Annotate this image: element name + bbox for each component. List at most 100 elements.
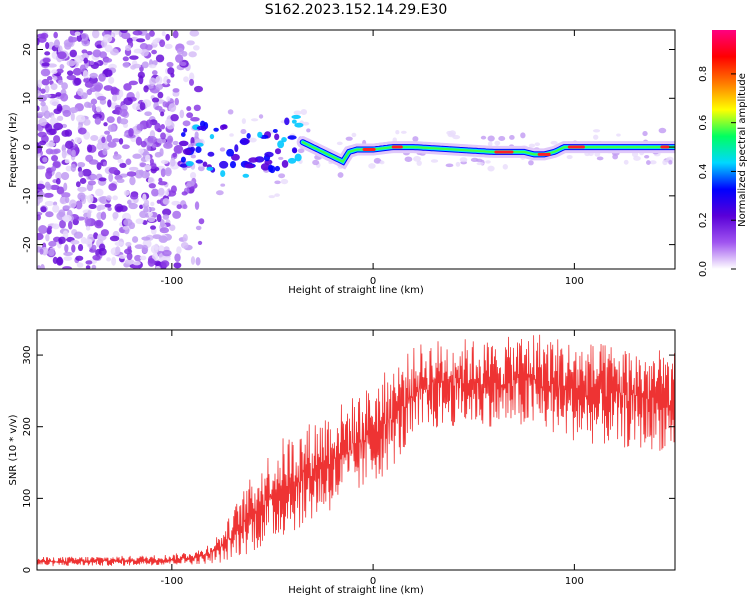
spectrogram-cell (96, 44, 102, 49)
snr-axes: -100 0 100 0 100 200 300 (22, 330, 675, 587)
x-tick-label: 0 (370, 276, 376, 287)
spectrogram-cell (248, 157, 259, 163)
spectrogram-cell (141, 244, 149, 254)
spectrogram-cell (123, 97, 133, 106)
spectrogram-cell (280, 178, 289, 185)
spectrogram-cell (257, 131, 263, 138)
spectrogram-cell (176, 204, 182, 210)
spectrogram-cell (139, 204, 144, 210)
spectrogram-cell (216, 190, 224, 196)
spectrogram-cell (59, 64, 65, 70)
spectrogram-cell (37, 112, 46, 117)
spectrogram-cell (68, 220, 73, 230)
spectrogram-cell (159, 39, 166, 48)
spectrogram-cell (58, 236, 66, 244)
spectrogram-cell (95, 220, 102, 227)
spectrogram-cell (94, 91, 101, 97)
spectrogram-cell (103, 57, 113, 63)
spectrogram-cell (157, 91, 164, 99)
spectrogram-cell (272, 128, 278, 133)
spectrogram-cell (176, 47, 184, 55)
spectrogram-cell (119, 162, 127, 169)
y-tick-label: -10 (22, 188, 33, 204)
spectrogram-cell (148, 30, 155, 37)
spectrogram-cell (83, 101, 91, 108)
spectrogram-cell (43, 110, 51, 119)
spectrogram-cell (528, 143, 536, 148)
snr-series-line (37, 334, 675, 567)
spectrogram-cell (161, 83, 171, 88)
spectrogram-cell (192, 45, 200, 51)
spectrogram-cell (77, 162, 86, 168)
spectrogram-cell (274, 133, 280, 141)
spectrogram-cell (147, 216, 156, 223)
spectrogram-cell (52, 204, 60, 213)
spectrogram-cell (169, 224, 176, 231)
spectrogram-y-label: Frequency (Hz) (8, 112, 19, 188)
spectrogram-cell (149, 207, 156, 212)
spectrogram-cell (170, 157, 176, 167)
spectrogram-cell (75, 255, 84, 261)
spectrogram-cell (141, 61, 149, 69)
spectrogram-cell (102, 161, 107, 167)
spectrogram-cell (49, 98, 60, 106)
spectrogram-cell (93, 82, 104, 91)
spectrogram-cell (445, 163, 454, 168)
spectrogram-cell (64, 42, 72, 50)
spectrogram-cell (38, 117, 47, 127)
spectrogram-cell (66, 60, 76, 67)
spectrogram-cell (150, 225, 157, 230)
spectrogram-cell (48, 142, 56, 147)
spectrogram-cell (97, 95, 107, 101)
spectrogram-cell (246, 132, 251, 139)
spectrogram-cell (164, 167, 172, 177)
spectrogram-cell (209, 133, 215, 140)
spectrogram-cell (88, 159, 99, 165)
spectrogram-cell (108, 166, 119, 174)
spectrogram-cell (83, 57, 89, 64)
spectrogram-cell (144, 111, 152, 117)
spectrogram-cell (258, 114, 264, 119)
spectrogram-cell (94, 117, 102, 125)
spectrogram-cell (106, 116, 115, 124)
spectrogram-cell (207, 151, 215, 157)
spectrogram-cell (400, 130, 407, 134)
spectrogram-cell (160, 159, 169, 164)
spectrogram-cell (189, 172, 197, 179)
spectrogram-cell (92, 49, 102, 58)
spectrogram-cell (158, 245, 165, 252)
spectrogram-cell (37, 200, 40, 206)
spectrogram-cell (459, 157, 468, 163)
spectrogram-cell (51, 154, 59, 162)
spectrogram-cell (58, 209, 66, 218)
spectrogram-cell (155, 83, 164, 90)
spectrogram-cell (96, 162, 102, 171)
spectrogram-cell (251, 118, 259, 122)
spectrogram-cell (368, 163, 376, 169)
spectrogram-cell (312, 159, 320, 166)
spectrogram-cell (658, 127, 667, 134)
spectrogram-cell (118, 137, 124, 145)
spectrogram-cell (176, 246, 182, 255)
spectrogram-cell (37, 214, 41, 221)
spectrogram-cell (86, 51, 93, 56)
spectrogram-cell (172, 140, 179, 146)
spectrogram-cell (126, 171, 137, 177)
spectrogram-cell (139, 162, 147, 168)
spectrogram-cell (40, 32, 49, 40)
spectrogram-cell (153, 243, 159, 251)
spectrogram-cell (139, 255, 147, 261)
spectrogram-cell (151, 143, 157, 149)
spectrogram-cell (37, 37, 40, 46)
spectrogram-cell (448, 130, 456, 137)
spectrogram-cell (93, 232, 99, 240)
spectrogram-cell (122, 62, 130, 68)
spectrogram-cell (152, 70, 158, 76)
spectrogram-cell (241, 118, 246, 124)
spectrogram-cell (182, 120, 191, 127)
spectrogram-cell (219, 147, 226, 152)
spectrogram-cell (189, 30, 200, 37)
spectrogram-cell (141, 236, 151, 241)
spectrogram-cell (278, 173, 286, 179)
y-tick-label: 0 (22, 567, 33, 573)
